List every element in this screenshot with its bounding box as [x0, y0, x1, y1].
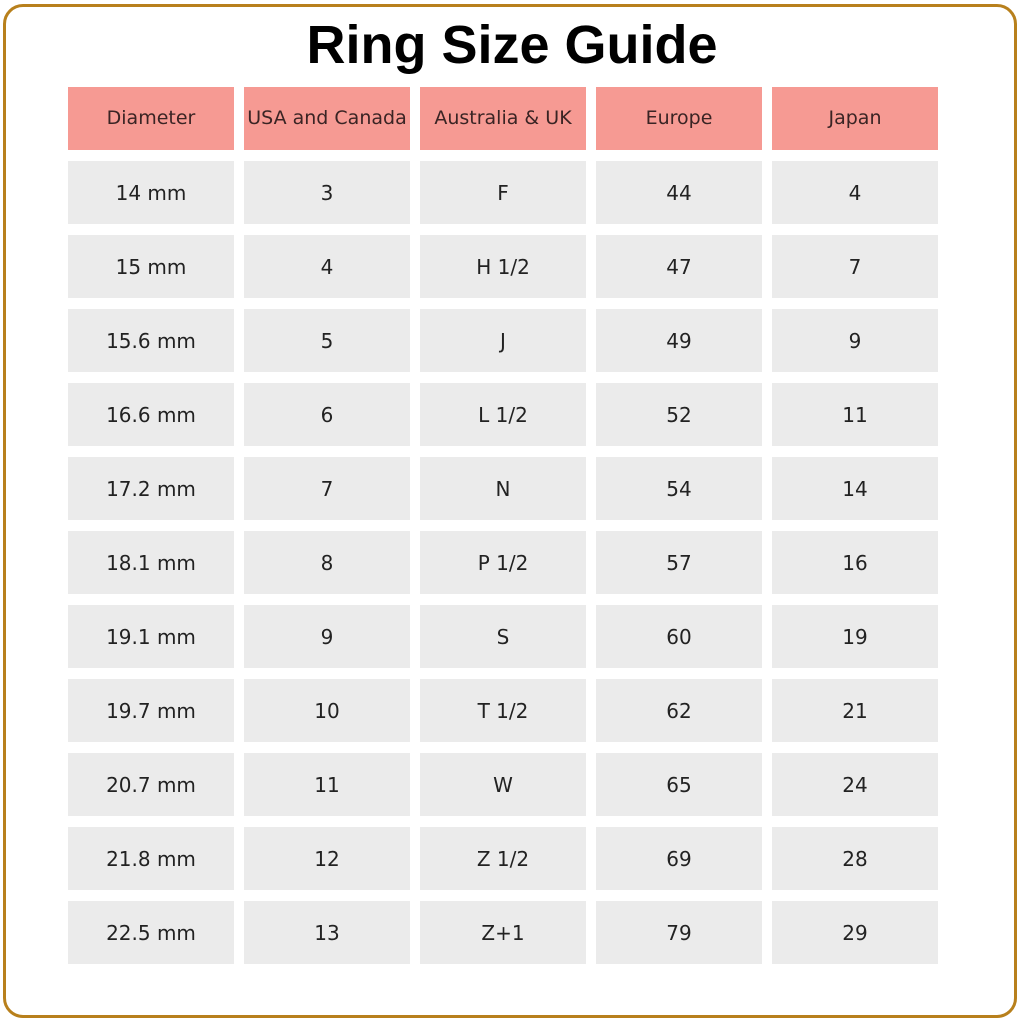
table-cell: 12 [244, 827, 410, 890]
table-cell: 7 [772, 235, 938, 298]
table-cell: 24 [772, 753, 938, 816]
table-cell: 7 [244, 457, 410, 520]
table-cell: S [420, 605, 586, 668]
table-cell: T 1/2 [420, 679, 586, 742]
table-cell: 19.7 mm [68, 679, 234, 742]
table-cell: Z+1 [420, 901, 586, 964]
ring-size-table: Diameter USA and Canada Australia & UK Euro… [68, 87, 938, 964]
table-cell: 69 [596, 827, 762, 890]
table-cell: 49 [596, 309, 762, 372]
table-cell: 57 [596, 531, 762, 594]
table-cell: L 1/2 [420, 383, 586, 446]
page-title: Ring Size Guide [306, 15, 718, 75]
table-cell: 13 [244, 901, 410, 964]
table-cell: 19 [772, 605, 938, 668]
table-cell: N [420, 457, 586, 520]
table-cell: 8 [244, 531, 410, 594]
table-cell: 79 [596, 901, 762, 964]
table-cell: 44 [596, 161, 762, 224]
table-cell: 21.8 mm [68, 827, 234, 890]
table-cell: 22.5 mm [68, 901, 234, 964]
table-cell: Z 1/2 [420, 827, 586, 890]
table-cell: 14 mm [68, 161, 234, 224]
table-cell: 62 [596, 679, 762, 742]
column-header: Japan [772, 87, 938, 150]
table-cell: 11 [244, 753, 410, 816]
table-cell: 21 [772, 679, 938, 742]
table-cell: 16 [772, 531, 938, 594]
table-cell: P 1/2 [420, 531, 586, 594]
table-cell: 15.6 mm [68, 309, 234, 372]
table-cell: 16.6 mm [68, 383, 234, 446]
table-cell: 47 [596, 235, 762, 298]
table-cell: H 1/2 [420, 235, 586, 298]
table-cell: 19.1 mm [68, 605, 234, 668]
column-header: USA and Canada [244, 87, 410, 150]
table-cell: 5 [244, 309, 410, 372]
column-header: Diameter [68, 87, 234, 150]
table-cell: 11 [772, 383, 938, 446]
column-header: Australia & UK [420, 87, 586, 150]
table-cell: 4 [244, 235, 410, 298]
table-cell: 17.2 mm [68, 457, 234, 520]
table-cell: 60 [596, 605, 762, 668]
table-cell: 4 [772, 161, 938, 224]
table-cell: 10 [244, 679, 410, 742]
table-cell: 65 [596, 753, 762, 816]
table-cell: 9 [244, 605, 410, 668]
table-cell: 6 [244, 383, 410, 446]
table-cell: W [420, 753, 586, 816]
table-cell: 9 [772, 309, 938, 372]
table-cell: 20.7 mm [68, 753, 234, 816]
table-cell: 3 [244, 161, 410, 224]
table-cell: J [420, 309, 586, 372]
table-cell: 14 [772, 457, 938, 520]
table-cell: 29 [772, 901, 938, 964]
table-cell: F [420, 161, 586, 224]
table-cell: 15 mm [68, 235, 234, 298]
table-cell: 52 [596, 383, 762, 446]
table-cell: 54 [596, 457, 762, 520]
table-cell: 18.1 mm [68, 531, 234, 594]
table-cell: 28 [772, 827, 938, 890]
column-header: Europe [596, 87, 762, 150]
